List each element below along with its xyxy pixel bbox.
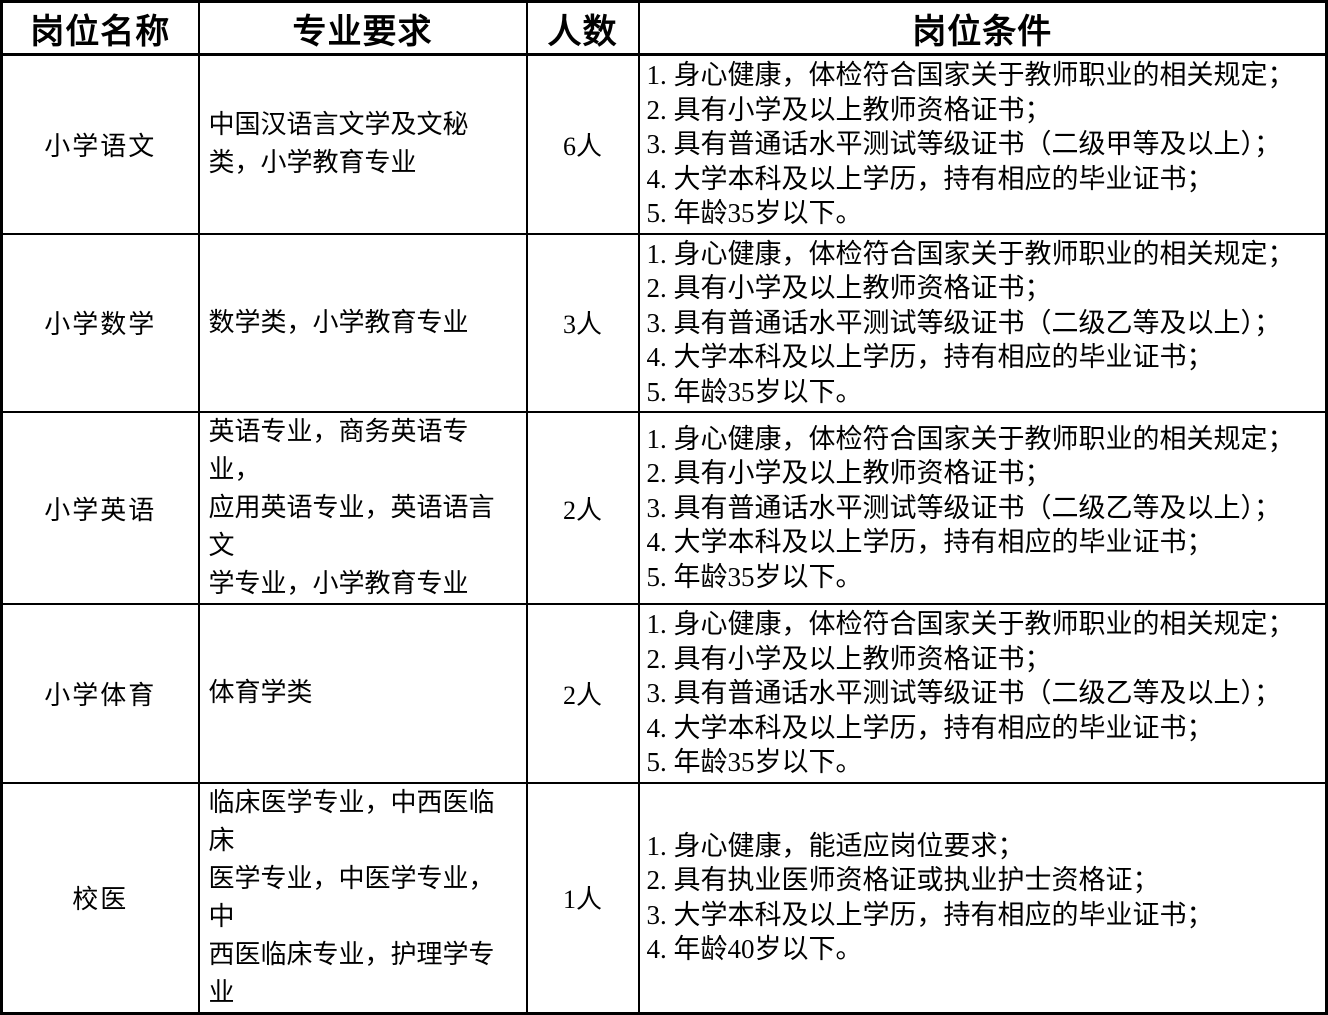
header-row: 岗位名称 专业要求 人数 岗位条件 bbox=[0, 0, 1328, 56]
condition-line: 1. 身心健康，体检符合国家关于教师职业的相关规定； bbox=[646, 423, 1295, 454]
conditions-cell: 1. 身心健康，体检符合国家关于教师职业的相关规定； 2. 具有小学及以上教师资… bbox=[637, 411, 1328, 605]
condition-line: 1. 身心健康，能适应岗位要求； bbox=[646, 830, 1025, 861]
majors-cell: 临床医学专业，中西医临床 医学专业，中医学专业，中 西医临床专业，护理学专业 bbox=[197, 781, 528, 1014]
condition-line: 4. 大学本科及以上学历，持有相应的毕业证书； bbox=[646, 712, 1214, 743]
table-row-chinese: 小学语文 中国汉语言文学及文秘 类，小学教育专业 6人 1. 身心健康，体检符合… bbox=[0, 53, 1328, 235]
condition-line: 2. 具有小学及以上教师资格证书； bbox=[646, 458, 1052, 489]
position-cell: 校医 bbox=[0, 781, 200, 1014]
count-cell: 1人 bbox=[525, 781, 640, 1014]
condition-line: 5. 年龄35岁以下。 bbox=[646, 747, 863, 777]
condition-line: 2. 具有小学及以上教师资格证书； bbox=[646, 273, 1052, 303]
majors-cell: 英语专业，商务英语专业， 应用英语专业，英语语言文 学专业，小学教育专业 bbox=[197, 411, 528, 605]
conditions-cell: 1. 身心健康，体检符合国家关于教师职业的相关规定； 2. 具有小学及以上教师资… bbox=[637, 603, 1328, 784]
condition-line: 4. 大学本科及以上学历，持有相应的毕业证书； bbox=[646, 163, 1214, 194]
conditions-cell: 1. 身心健康，能适应岗位要求； 2. 具有执业医师资格证或执业护士资格证； 3… bbox=[637, 781, 1328, 1014]
position-cell: 小学体育 bbox=[0, 603, 200, 784]
conditions-cell: 1. 身心健康，体检符合国家关于教师职业的相关规定； 2. 具有小学及以上教师资… bbox=[637, 53, 1328, 235]
position-cell: 小学英语 bbox=[0, 411, 200, 605]
header-cell-conditions: 岗位条件 bbox=[637, 0, 1328, 56]
condition-line: 1. 身心健康，体检符合国家关于教师职业的相关规定； bbox=[646, 60, 1295, 90]
condition-line: 3. 大学本科及以上学历，持有相应的毕业证书； bbox=[646, 899, 1214, 930]
table-row-english: 小学英语 英语专业，商务英语专业， 应用英语专业，英语语言文 学专业，小学教育专… bbox=[0, 411, 1328, 605]
condition-line: 2. 具有执业医师资格证或执业护士资格证； bbox=[646, 865, 1160, 895]
condition-line: 3. 具有普通话水平测试等级证书（二级甲等及以上）； bbox=[646, 129, 1282, 159]
majors-cell: 数学类，小学教育专业 bbox=[197, 232, 528, 413]
count-cell: 3人 bbox=[525, 232, 640, 413]
position-cell: 小学数学 bbox=[0, 232, 200, 413]
condition-line: 4. 大学本科及以上学历，持有相应的毕业证书； bbox=[646, 527, 1214, 558]
header-cell-majors: 专业要求 bbox=[197, 0, 528, 56]
condition-line: 5. 年龄35岁以下。 bbox=[646, 561, 863, 592]
condition-line: 1. 身心健康，体检符合国家关于教师职业的相关规定； bbox=[646, 609, 1295, 639]
condition-line: 3. 具有普通话水平测试等级证书（二级乙等及以上）； bbox=[646, 678, 1282, 708]
table-row-pe: 小学体育 体育学类 2人 1. 身心健康，体检符合国家关于教师职业的相关规定； … bbox=[0, 603, 1328, 784]
table-row-math: 小学数学 数学类，小学教育专业 3人 1. 身心健康，体检符合国家关于教师职业的… bbox=[0, 232, 1328, 413]
condition-line: 1. 身心健康，体检符合国家关于教师职业的相关规定； bbox=[646, 238, 1295, 269]
count-cell: 2人 bbox=[525, 411, 640, 605]
header-cell-position: 岗位名称 bbox=[0, 0, 200, 56]
count-cell: 2人 bbox=[525, 603, 640, 784]
header-cell-count: 人数 bbox=[525, 0, 640, 56]
table-row-doctor: 校医 临床医学专业，中西医临床 医学专业，中医学专业，中 西医临床专业，护理学专… bbox=[0, 781, 1328, 1014]
conditions-cell: 1. 身心健康，体检符合国家关于教师职业的相关规定； 2. 具有小学及以上教师资… bbox=[637, 232, 1328, 413]
condition-line: 3. 具有普通话水平测试等级证书（二级乙等及以上）； bbox=[646, 492, 1282, 523]
condition-line: 4. 年龄40岁以下。 bbox=[646, 934, 863, 964]
position-cell: 小学语文 bbox=[0, 53, 200, 235]
count-cell: 6人 bbox=[525, 53, 640, 235]
condition-line: 3. 具有普通话水平测试等级证书（二级乙等及以上）； bbox=[646, 307, 1282, 338]
condition-line: 5. 年龄35岁以下。 bbox=[646, 198, 863, 228]
majors-cell: 中国汉语言文学及文秘 类，小学教育专业 bbox=[197, 53, 528, 235]
condition-line: 4. 大学本科及以上学历，持有相应的毕业证书； bbox=[646, 342, 1214, 372]
condition-line: 5. 年龄35岁以下。 bbox=[646, 376, 863, 407]
majors-cell: 体育学类 bbox=[197, 603, 528, 784]
condition-line: 2. 具有小学及以上教师资格证书； bbox=[646, 94, 1052, 125]
condition-line: 2. 具有小学及以上教师资格证书； bbox=[646, 643, 1052, 674]
